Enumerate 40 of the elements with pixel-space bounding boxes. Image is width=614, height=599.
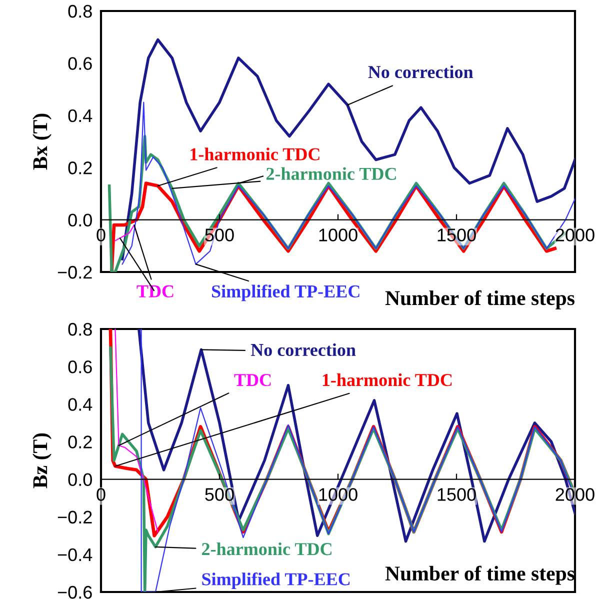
x-tick-label: 0	[96, 488, 106, 501]
y-tick-label: 0.4	[68, 109, 92, 122]
text: No correction	[250, 343, 356, 356]
x-tick-label: 1000	[319, 228, 358, 242]
text: 1-harmonic TDC	[322, 373, 452, 386]
y-tick-label: 0.6	[68, 57, 92, 70]
series-label: 2-harmonic TDC	[202, 542, 332, 556]
x-tick-label: 0	[96, 228, 106, 242]
y-tick-label: 0.2	[68, 162, 92, 174]
text: Simplified TP-EEC	[202, 572, 350, 590]
y-axis-title: Bz (T)	[32, 433, 52, 488]
y-tick-label: 0.4	[68, 398, 92, 411]
y-tick-label: −0.2	[58, 266, 92, 279]
series-label: Simplified TP-EEC	[212, 284, 360, 302]
series-label: No correction	[368, 65, 474, 78]
x-tick-label: 2000	[556, 228, 594, 242]
x-tick-label: 2000	[556, 488, 594, 501]
series-label: 2-harmonic TDC	[266, 167, 396, 180]
series-label: 1-harmonic TDC	[190, 148, 320, 160]
line-series	[114, 329, 158, 532]
x-axis-title: Number of time steps	[385, 566, 574, 585]
x-tick-label: 500	[205, 488, 234, 501]
y-tick-label: 0.8	[68, 322, 92, 336]
line-series	[114, 224, 140, 242]
y-tick-label: −0.4	[58, 548, 92, 562]
y-tick-label: 0.8	[68, 4, 92, 18]
x-tick-label: 1500	[438, 488, 476, 501]
x-tick-label: 500	[205, 228, 234, 242]
text: TDC	[234, 374, 271, 386]
y-axis-title: Bx (T)	[32, 114, 52, 170]
y-tick-label: −0.6	[58, 586, 92, 599]
y-tick-label: 0.0	[68, 214, 92, 227]
text: TDC	[136, 285, 174, 298]
x-tick-label: 1500	[438, 228, 476, 242]
y-tick-label: 0.6	[68, 360, 92, 374]
y-tick-label: 0.2	[68, 436, 92, 448]
x-axis-title: Number of time steps	[385, 290, 574, 310]
x-tick-label: 1000	[319, 488, 358, 501]
y-tick-label: −0.2	[58, 510, 92, 524]
y-tick-label: 0.0	[68, 473, 92, 486]
